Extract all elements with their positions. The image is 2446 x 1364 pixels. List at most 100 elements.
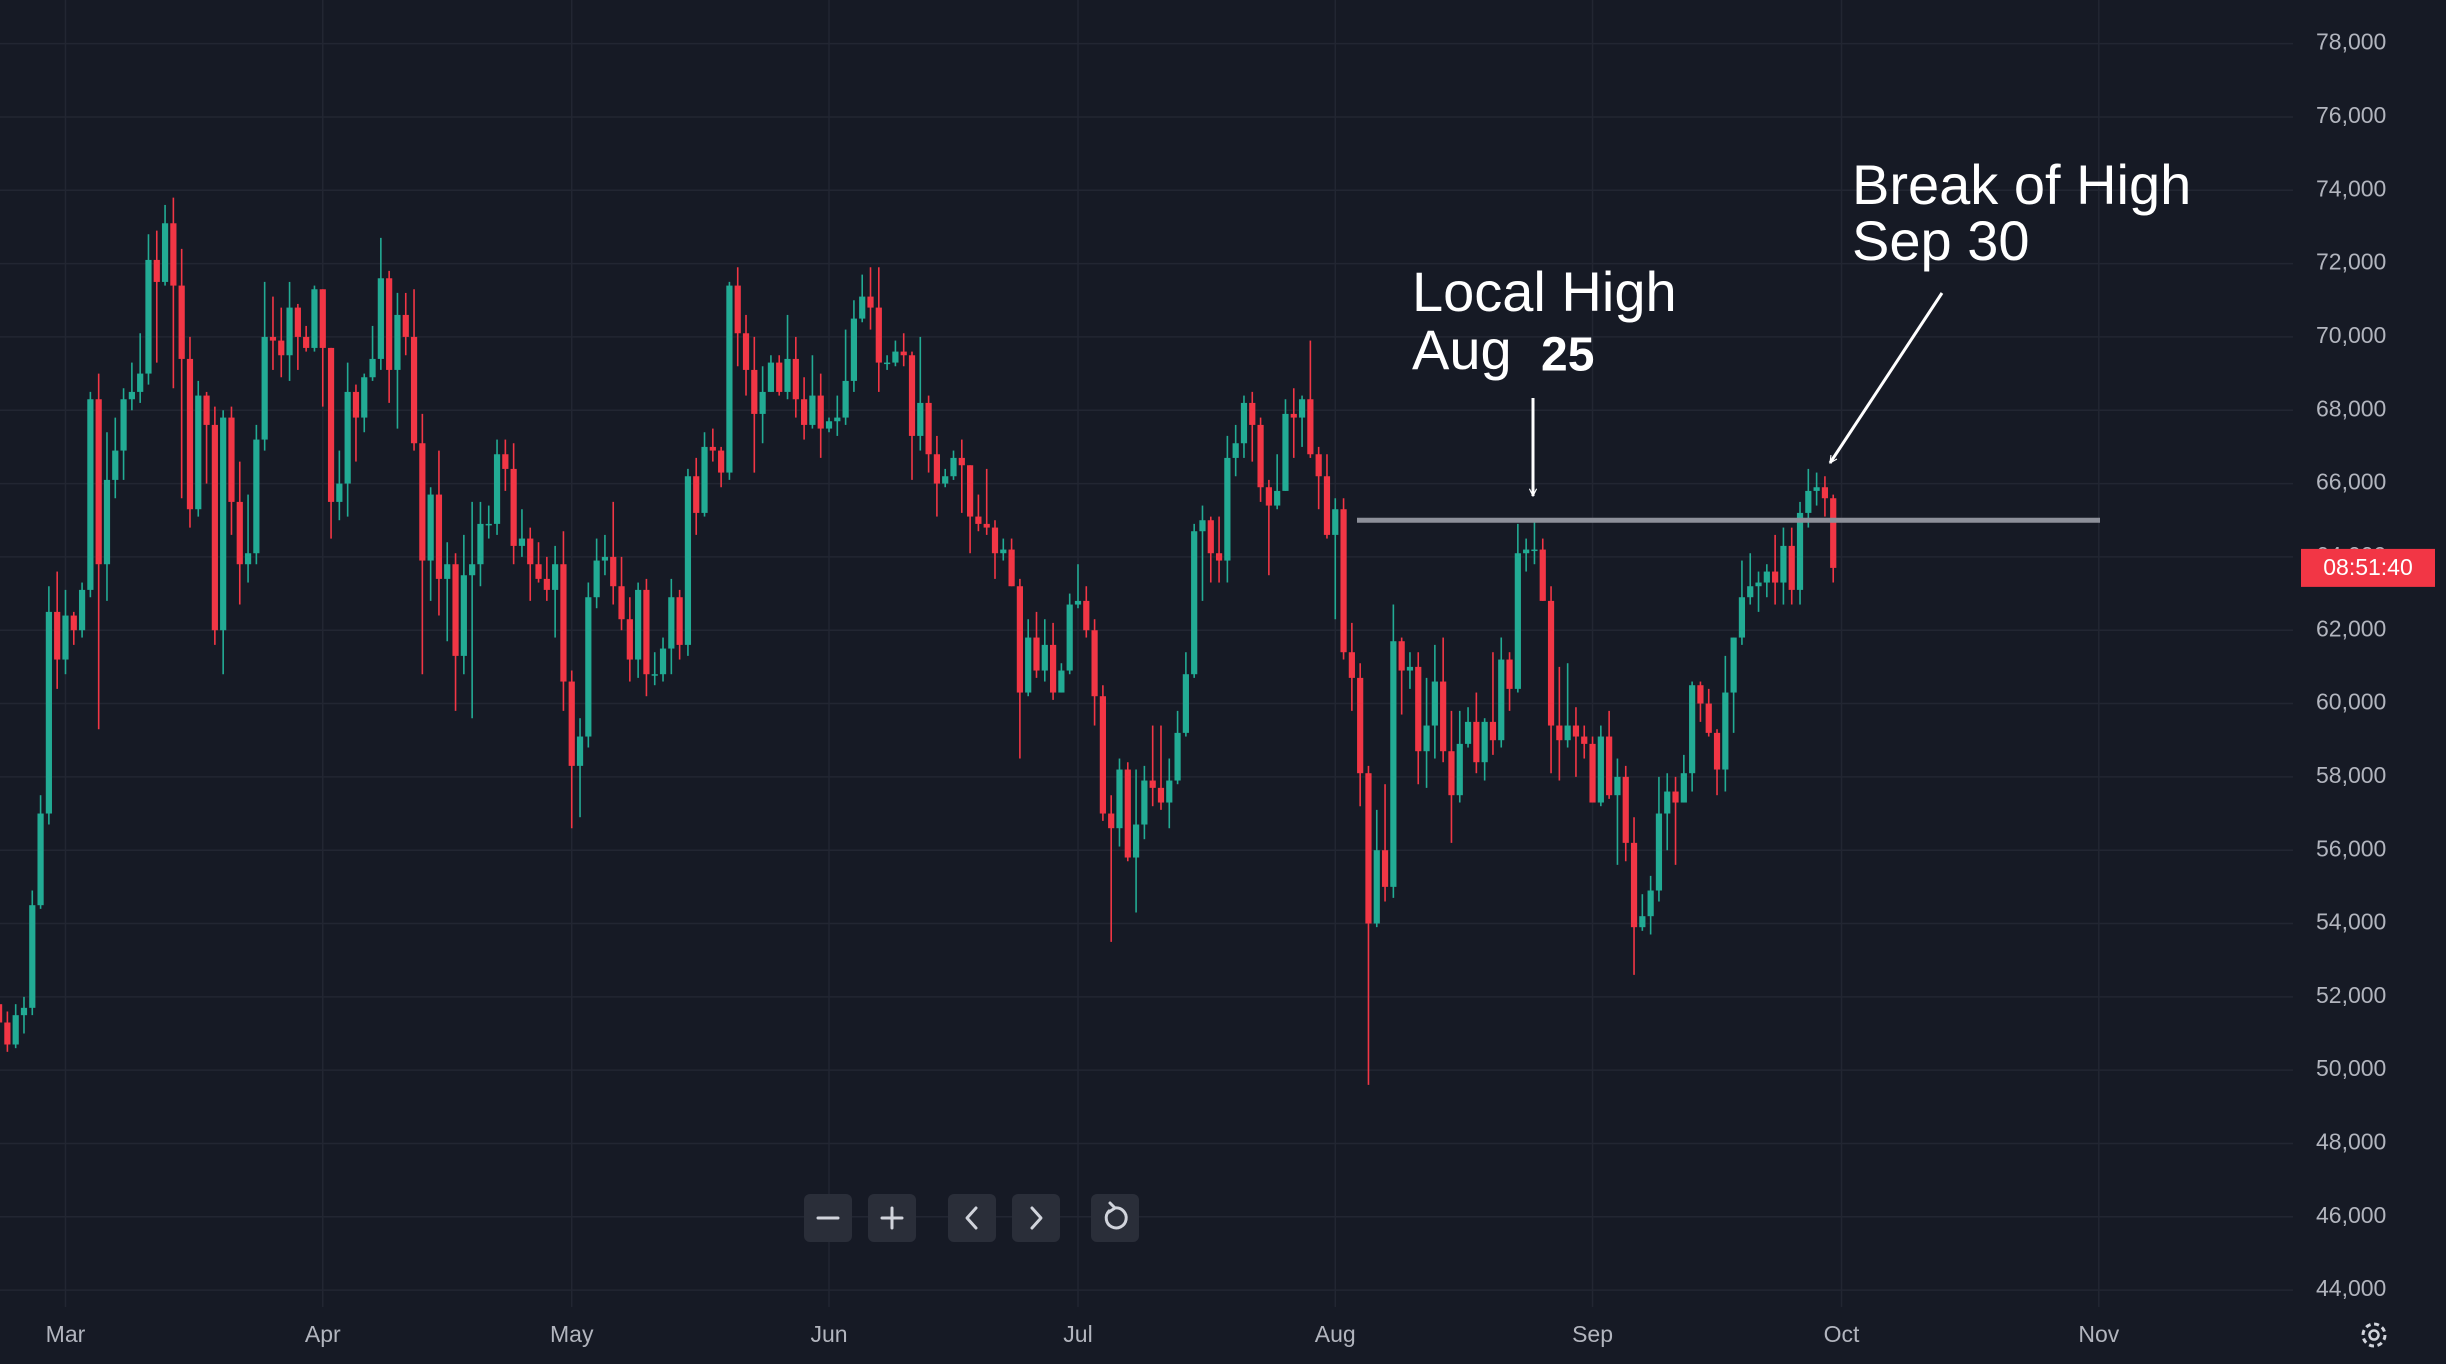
- y-tick-label: 60,000: [2316, 689, 2386, 715]
- zoom-in-button[interactable]: [868, 1194, 916, 1242]
- button-bg: [948, 1194, 996, 1242]
- zoom-out-button[interactable]: [804, 1194, 852, 1242]
- candle-body: [1606, 736, 1613, 796]
- candle-body: [444, 564, 451, 579]
- candle-body: [1805, 490, 1812, 513]
- candle-body: [1531, 549, 1538, 552]
- y-tick-label: 72,000: [2316, 249, 2386, 275]
- candle-body: [1523, 549, 1530, 554]
- candle-body: [112, 450, 119, 480]
- candle-body: [933, 454, 941, 484]
- candle-body: [1489, 721, 1497, 741]
- plus-icon: [880, 1206, 904, 1230]
- candle-body: [875, 307, 882, 363]
- candle-body: [767, 362, 775, 392]
- candle-body: [311, 289, 318, 348]
- candle-body: [78, 589, 86, 631]
- candle-body: [568, 681, 575, 766]
- candle-body: [1763, 571, 1770, 583]
- candle-body: [195, 395, 202, 510]
- candle-body: [1755, 582, 1762, 587]
- candle-body: [560, 564, 567, 682]
- candle-body: [718, 450, 725, 473]
- y-tick-label: 70,000: [2316, 322, 2386, 348]
- scroll-left-button[interactable]: [948, 1194, 996, 1242]
- candle-body: [37, 813, 44, 906]
- candle-body: [1722, 692, 1729, 770]
- button-bg: [1012, 1194, 1060, 1242]
- y-tick-label: 62,000: [2316, 615, 2386, 641]
- candle-body: [1149, 780, 1156, 788]
- candle-body: [427, 494, 434, 561]
- candle-body: [709, 446, 716, 451]
- candle-body: [1108, 813, 1115, 829]
- y-tick-label: 76,000: [2316, 102, 2386, 128]
- annotation-text: Break of High: [1852, 153, 2191, 216]
- candle-body: [925, 402, 932, 455]
- candle-body: [103, 479, 111, 565]
- candle-body: [892, 351, 899, 363]
- candle-body: [1639, 916, 1646, 928]
- button-bg: [1091, 1194, 1139, 1242]
- candle-body: [1340, 509, 1347, 653]
- candle-body: [153, 259, 160, 282]
- candle-body: [87, 399, 94, 590]
- candle-body: [303, 336, 310, 348]
- candle-body: [751, 369, 758, 414]
- candle-body: [651, 674, 658, 676]
- candle-body: [120, 399, 127, 451]
- x-tick-label: Mar: [46, 1321, 86, 1347]
- settings-button[interactable]: [2361, 1322, 2387, 1348]
- candle-body: [1498, 659, 1505, 741]
- candle-body: [1025, 637, 1032, 693]
- candle-body: [900, 351, 907, 356]
- candle-body: [1431, 681, 1438, 726]
- candle-body: [1772, 571, 1779, 583]
- candle-body: [1622, 776, 1629, 843]
- candle-body: [1157, 787, 1165, 803]
- candle-body: [1066, 604, 1073, 671]
- x-tick-label: Oct: [1824, 1321, 1860, 1347]
- candle-body: [62, 615, 69, 660]
- price-tag: 08:51:40: [2301, 548, 2435, 587]
- candle-body: [170, 223, 177, 286]
- countdown-label: 08:51:40: [2323, 554, 2413, 580]
- scroll-right-button[interactable]: [1012, 1194, 1060, 1242]
- x-tick-label: May: [550, 1321, 594, 1347]
- candle-body: [610, 556, 617, 587]
- candle-body: [983, 523, 990, 528]
- candle-body: [286, 307, 293, 356]
- x-tick-label: Apr: [305, 1321, 341, 1347]
- candle-body: [759, 391, 766, 414]
- candle-body: [1672, 791, 1679, 803]
- candle-body: [1348, 652, 1355, 678]
- candle-body: [386, 278, 393, 370]
- candle-body: [1406, 666, 1414, 671]
- y-tick-label: 74,000: [2316, 175, 2386, 201]
- candle-body: [859, 296, 866, 319]
- y-tick-label: 46,000: [2316, 1202, 2386, 1228]
- candle-body: [1166, 780, 1173, 803]
- y-tick-label: 66,000: [2316, 469, 2386, 495]
- candle-body: [1796, 512, 1804, 590]
- candle-body: [377, 278, 384, 359]
- candle-body: [1813, 487, 1820, 491]
- candle-body: [236, 501, 243, 565]
- candle-body: [792, 358, 799, 400]
- candle-body: [975, 516, 982, 524]
- candle-body: [1141, 780, 1148, 825]
- candle-body: [228, 417, 235, 502]
- candle-body: [20, 1007, 28, 1016]
- candle-body: [1033, 637, 1040, 671]
- candle-body: [1257, 424, 1264, 488]
- candle-body: [1713, 732, 1721, 770]
- candle-body: [535, 564, 542, 579]
- candle-body: [635, 589, 642, 660]
- candle-body: [585, 597, 592, 737]
- reset-button[interactable]: [1091, 1194, 1139, 1242]
- candle-body: [477, 523, 484, 565]
- candle-body: [220, 417, 227, 631]
- candle-body: [1440, 681, 1447, 752]
